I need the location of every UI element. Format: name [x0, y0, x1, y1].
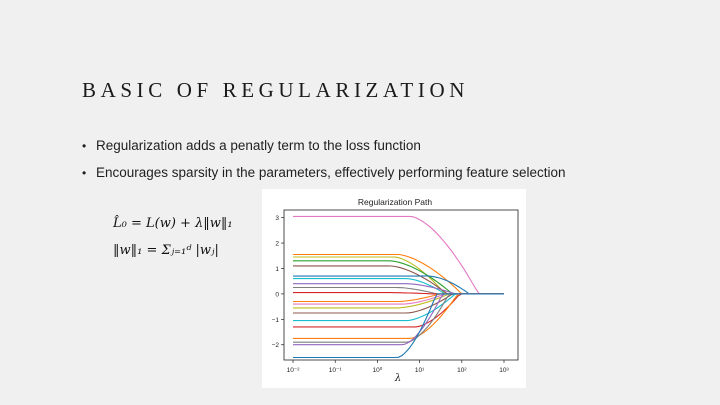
- chart-svg: Regularization Path 3 2 1 0 −1 −2 10⁻² 10⁻¹ 10⁰ 1…: [272, 197, 519, 384]
- x-tick-label: 10³: [499, 367, 509, 374]
- series-line-13: [293, 293, 504, 314]
- bullet-item: • Encourages sparsity in the parameters,…: [82, 164, 566, 182]
- series-layer: [293, 215, 504, 359]
- bullet-item: • Regularization adds a penatly term to …: [82, 137, 566, 155]
- x-tick-label: 10¹: [415, 367, 425, 374]
- series-line-15: [293, 293, 504, 328]
- chart-title: Regularization Path: [358, 197, 432, 207]
- bullet-dot: •: [82, 166, 87, 180]
- axis-layer: 3 2 1 0 −1 −2 10⁻² 10⁻¹ 10⁰ 10¹ 10² 10³: [272, 215, 510, 374]
- bullet-text: Regularization adds a penatly term to th…: [96, 138, 421, 153]
- formula-block: L̂₀ = L(w) + λ‖w‖₁ ‖w‖₁ = Σⱼ₌₁ᵈ |wⱼ|: [113, 216, 233, 270]
- y-tick-label: 1: [275, 266, 279, 273]
- series-line-16: [293, 293, 504, 339]
- series-line-4: [293, 265, 504, 295]
- bullet-dot: •: [82, 139, 87, 153]
- series-line-10: [293, 293, 504, 303]
- loss-formula: L̂₀ = L(w) + λ‖w‖₁: [113, 216, 233, 231]
- series-line-14: [293, 293, 504, 322]
- plot-frame: [283, 209, 519, 361]
- y-tick-label: 2: [275, 241, 279, 248]
- regularization-path-chart: Regularization Path 3 2 1 0 −1 −2 10⁻² 10⁻¹ 10⁰ 1…: [262, 189, 526, 388]
- series-line-6: [293, 278, 504, 295]
- series-line-12: [293, 293, 504, 309]
- y-tick-label: 0: [275, 291, 279, 298]
- series-line-0: [293, 215, 504, 295]
- slide-title: BASIC OF REGULARIZATION: [82, 78, 469, 102]
- x-tick-label: 10²: [457, 367, 467, 374]
- x-tick-label: 10⁻²: [287, 367, 301, 374]
- x-tick-label: 10⁻¹: [329, 367, 343, 374]
- l1-norm-formula: ‖w‖₁ = Σⱼ₌₁ᵈ |wⱼ|: [113, 243, 219, 258]
- bullet-list: • Regularization adds a penatly term to …: [82, 137, 566, 191]
- bullet-text: Encourages sparsity in the parameters, e…: [96, 165, 566, 180]
- series-line-19: [293, 293, 504, 359]
- y-tick-label: −2: [272, 342, 280, 349]
- x-tick-label: 10⁰: [372, 366, 382, 374]
- x-axis-label: λ: [394, 373, 401, 384]
- series-line-11: [293, 293, 504, 305]
- y-tick-label: 3: [275, 215, 279, 222]
- y-tick-label: −1: [272, 317, 280, 324]
